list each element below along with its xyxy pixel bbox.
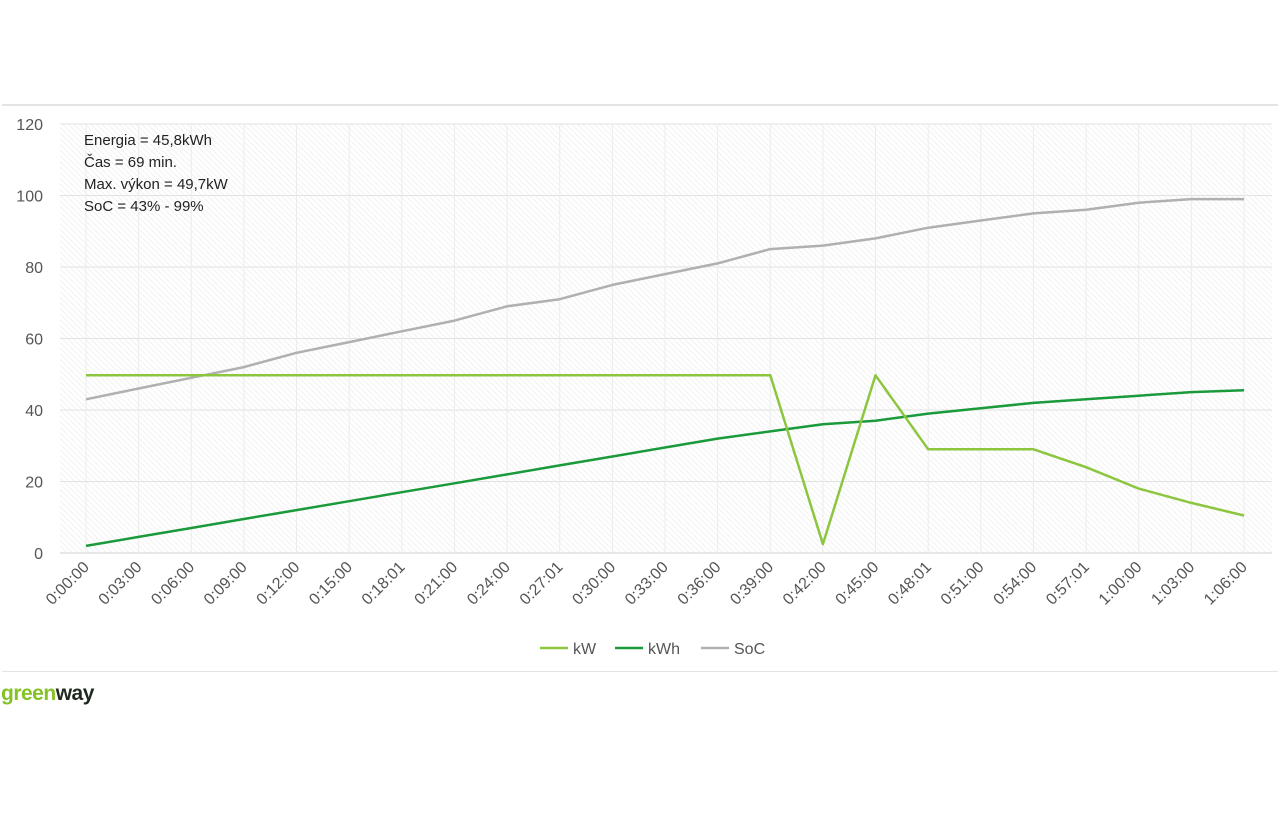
- x-tick-label: 0:30:00: [569, 559, 619, 609]
- x-tick-label: 0:15:00: [306, 559, 356, 609]
- x-tick-label: 0:36:00: [675, 559, 725, 609]
- x-tick-label: 0:18:01: [359, 559, 409, 609]
- x-tick-label: 0:03:00: [96, 559, 146, 609]
- x-tick-label: 0:27:01: [517, 559, 567, 609]
- x-tick-label: 0:00:00: [43, 559, 93, 609]
- x-tick-label: 0:48:01: [885, 559, 935, 609]
- x-tick-label: 0:45:00: [833, 559, 883, 609]
- x-tick-label: 0:09:00: [201, 559, 251, 609]
- x-tick-label: 0:21:00: [412, 559, 462, 609]
- x-tick-label: 0:54:00: [991, 559, 1041, 609]
- x-tick-label: 0:39:00: [727, 559, 777, 609]
- chart-annotation-soc: SoC = 43% - 99%: [84, 198, 204, 215]
- y-tick-label: 120: [16, 117, 43, 134]
- chart-annotation-max-power: Max. výkon = 49,7kW: [84, 176, 228, 193]
- legend-label: kW: [573, 641, 597, 658]
- x-tick-label: 0:51:00: [938, 559, 988, 609]
- y-tick-label: 0: [34, 546, 43, 563]
- series-line-soc: [85, 197, 1244, 401]
- chart-frame: [2, 104, 1278, 672]
- x-tick-label: 1:06:00: [1201, 559, 1251, 609]
- x-tick-label: 0:57:01: [1043, 559, 1093, 609]
- y-tick-label: 20: [25, 475, 43, 492]
- chart-annotation-energy: Energia = 45,8kWh: [84, 132, 212, 149]
- x-tick-label: 0:24:00: [464, 559, 514, 609]
- x-tick-label: 0:12:00: [254, 559, 304, 609]
- x-tick-label: 1:00:00: [1096, 559, 1146, 609]
- series-line-kw: [86, 374, 1245, 546]
- y-tick-label: 40: [25, 403, 43, 420]
- greenway-logo: greenway: [1, 682, 94, 705]
- legend-label: SoC: [734, 641, 765, 658]
- y-tick-label: 80: [25, 260, 43, 277]
- x-tick-label: 1:03:00: [1148, 559, 1198, 609]
- legend-label: kWh: [648, 641, 680, 658]
- y-tick-label: 100: [16, 189, 43, 206]
- chart-annotation-time: Čas = 69 min.: [84, 154, 177, 171]
- x-tick-label: 0:33:00: [622, 559, 672, 609]
- x-tick-label: 0:42:00: [780, 559, 830, 609]
- y-tick-label: 60: [25, 332, 43, 349]
- x-tick-label: 0:06:00: [148, 559, 198, 609]
- series-line-kwh: [85, 389, 1245, 548]
